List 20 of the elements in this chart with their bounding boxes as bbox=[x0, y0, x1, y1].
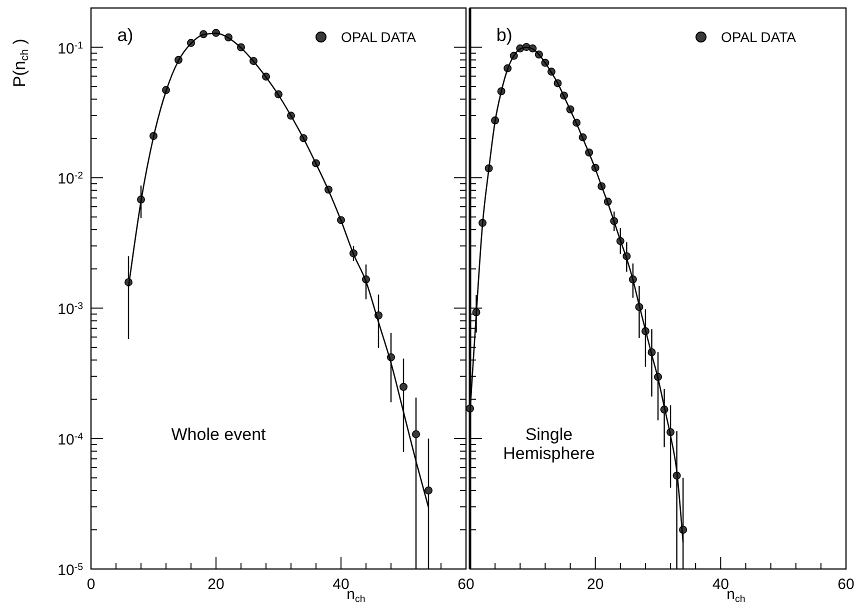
point bbox=[424, 486, 432, 494]
x-tick-label: 0 bbox=[86, 576, 96, 593]
y-tick-label: 10$^{-2}$ bbox=[58, 170, 83, 188]
x-tick-label: 60 bbox=[458, 576, 474, 593]
legend-label: OPAL DATA bbox=[721, 29, 797, 45]
annotation: Single Hemisphere bbox=[503, 424, 595, 463]
point bbox=[412, 430, 420, 438]
y-tick-label: 10$^{-3}$ bbox=[58, 300, 83, 318]
x-tick-label: 20 bbox=[208, 576, 224, 593]
x-tick-label: 20 bbox=[586, 576, 604, 593]
x-tick-label: 60 bbox=[838, 576, 854, 593]
y-tick-label: 10$^{-1}$ bbox=[58, 40, 83, 58]
annotation: Whole event bbox=[171, 424, 266, 444]
point bbox=[400, 382, 408, 391]
y-tick-label: 10$^{-4}$ bbox=[58, 431, 84, 449]
annotation: b) bbox=[496, 25, 512, 45]
legend-label: OPAL DATA bbox=[341, 29, 417, 45]
y-tick-label: 10$^{-5}$ bbox=[58, 562, 84, 579]
x-axis-title: n$_{ch}$ bbox=[726, 586, 746, 603]
annotation: a) bbox=[117, 25, 134, 45]
